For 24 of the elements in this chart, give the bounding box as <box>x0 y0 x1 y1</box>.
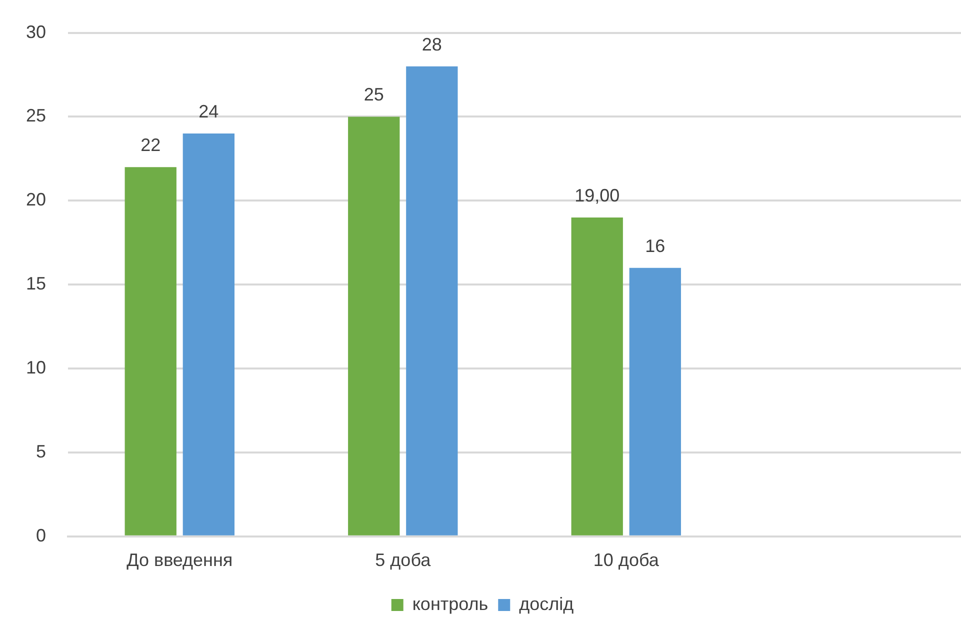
bar <box>348 116 400 536</box>
data-label: 22 <box>140 135 161 156</box>
bar <box>406 66 458 536</box>
data-label: 16 <box>645 236 666 256</box>
x-tick-label: До введення <box>126 550 233 570</box>
x-tick-label: 5 доба <box>375 550 432 570</box>
data-label: 19,00 <box>574 185 620 206</box>
bar <box>571 217 623 536</box>
bar <box>124 167 176 536</box>
y-tick-label: 10 <box>26 358 46 378</box>
y-tick-label: 30 <box>26 22 46 42</box>
data-label: 25 <box>364 84 384 105</box>
y-tick-label: 20 <box>26 190 46 210</box>
x-tick-label: 10 доба <box>593 550 660 570</box>
bar <box>182 134 234 536</box>
bar <box>629 268 681 536</box>
y-tick-label: 15 <box>26 274 46 294</box>
y-tick-label: 25 <box>26 106 46 126</box>
y-tick-label: 0 <box>36 525 46 546</box>
data-label: 28 <box>422 34 442 54</box>
legend-label: дослід <box>519 594 574 614</box>
y-tick-label: 5 <box>36 441 46 462</box>
data-label: 24 <box>198 101 219 122</box>
legend-label: контроль <box>412 594 488 614</box>
